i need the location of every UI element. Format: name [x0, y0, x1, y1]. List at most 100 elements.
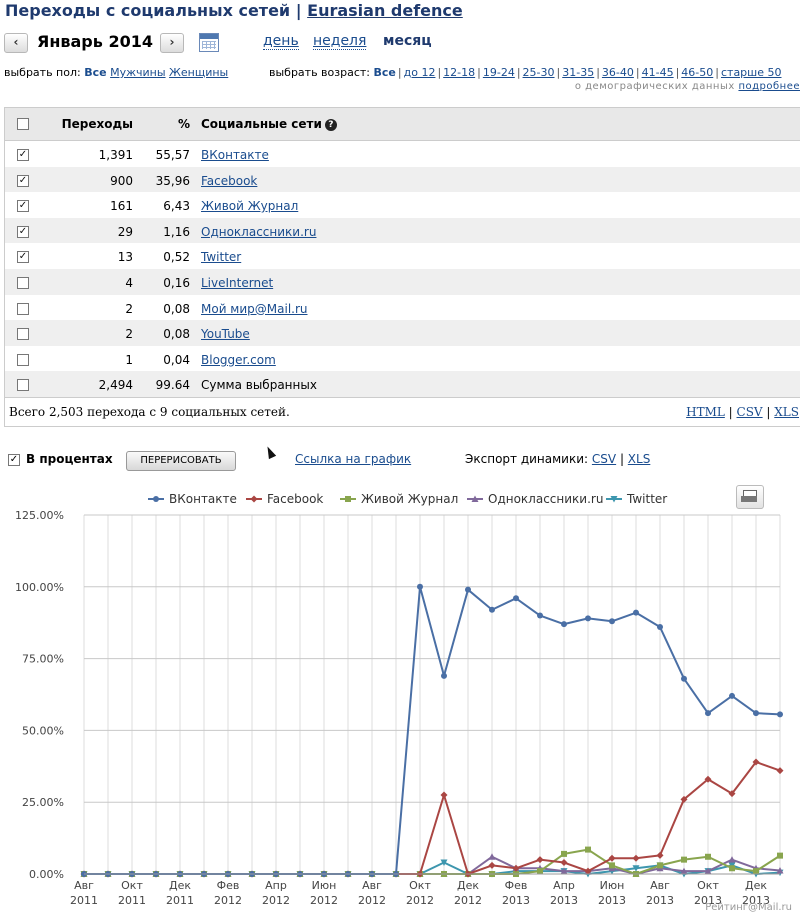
data-point: [537, 612, 543, 619]
graph-link[interactable]: Ссылка на график: [295, 452, 412, 466]
row-checkbox[interactable]: ✓: [17, 174, 29, 187]
y-tick-label: 75.00%: [22, 653, 64, 666]
row-checkbox[interactable]: ✓: [17, 251, 29, 264]
age-option[interactable]: 36-40: [601, 66, 634, 79]
data-point: [680, 867, 688, 875]
data-point: [753, 868, 759, 875]
tab-day[interactable]: день: [263, 33, 299, 50]
x-tick-label: Авг: [650, 879, 670, 892]
row-checkbox[interactable]: [17, 302, 29, 315]
prev-period-button[interactable]: ‹: [4, 33, 28, 53]
age-option[interactable]: старше 50: [720, 66, 782, 79]
network-link[interactable]: Живой Журнал: [201, 199, 299, 214]
row-percent: 0,04: [163, 352, 190, 367]
age-option[interactable]: 46-50: [681, 66, 714, 79]
x-tick-year: 2012: [214, 894, 242, 907]
age-option[interactable]: 31-35: [562, 66, 595, 79]
row-checkbox[interactable]: [17, 379, 29, 392]
row-network: Живой Журнал: [201, 199, 298, 213]
x-tick-year: 2012: [358, 894, 386, 907]
data-point: [681, 675, 687, 682]
legend-marker: [471, 495, 479, 502]
gender-option-all[interactable]: Все: [84, 66, 107, 79]
legend-marker: [610, 496, 618, 503]
help-icon[interactable]: ?: [324, 119, 337, 131]
table-row: 4 0,16 LiveInternet: [5, 268, 800, 295]
row-checkbox[interactable]: ✓: [17, 225, 29, 238]
printer-icon[interactable]: [736, 485, 764, 509]
network-link[interactable]: Blogger.com: [201, 352, 276, 367]
data-point: [752, 758, 760, 766]
row-network: Одноклассники.ru: [201, 225, 316, 239]
demographics-note-text: о демографических данных: [574, 81, 735, 92]
network-link[interactable]: Одноклассники.ru: [201, 224, 317, 239]
age-option[interactable]: 12-18: [443, 66, 476, 79]
age-option[interactable]: до 12: [403, 66, 436, 79]
mouse-cursor-icon: [263, 444, 277, 460]
row-network: ВКонтакте: [201, 148, 269, 162]
next-period-button[interactable]: ›: [160, 33, 184, 53]
age-option[interactable]: 19-24: [482, 66, 515, 79]
x-tick-label: Дек: [457, 879, 479, 892]
row-percent: 6,43: [163, 199, 190, 214]
summary-label: Сумма выбранных: [201, 378, 317, 393]
x-tick-label: Авг: [362, 879, 382, 892]
data-point: [729, 865, 735, 872]
demographics-more-link[interactable]: подробнее: [738, 81, 800, 92]
select-all-checkbox[interactable]: [17, 118, 29, 130]
data-point: [705, 710, 711, 717]
export-html-link[interactable]: HTML: [686, 404, 725, 419]
site-link[interactable]: Eurasian defence: [307, 1, 463, 20]
row-checkbox[interactable]: ✓: [17, 149, 29, 161]
row-percent: 99.64: [155, 378, 190, 393]
age-option[interactable]: 25-30: [522, 66, 555, 79]
x-tick-year: 2013: [550, 894, 578, 907]
network-link[interactable]: Twitter: [201, 250, 242, 265]
title-separator: |: [295, 1, 302, 20]
row-checkbox[interactable]: ✓: [17, 200, 29, 213]
row-network: Сумма выбранных: [201, 378, 317, 392]
network-link[interactable]: YouTube: [201, 327, 250, 342]
header-networks: Социальные сети?: [201, 117, 337, 131]
tab-week[interactable]: неделя: [313, 33, 367, 50]
x-tick-label: Июн: [312, 879, 337, 892]
export-dyn-csv-link[interactable]: CSV: [591, 452, 617, 466]
age-filter-label: выбрать возраст:: [269, 66, 371, 79]
export-dyn-xls-link[interactable]: XLS: [627, 452, 651, 466]
network-link[interactable]: LiveInternet: [201, 275, 274, 290]
data-point: [513, 595, 519, 602]
y-tick-label: 50.00%: [22, 724, 64, 737]
row-checkbox[interactable]: [17, 328, 29, 341]
table-row: ✓ 1,391 55,57 ВКонтакте: [5, 141, 800, 167]
x-tick-year: 2013: [502, 894, 530, 907]
row-percent: 0,08: [163, 327, 190, 342]
gender-option-female[interactable]: Женщины: [169, 66, 229, 79]
row-network: Facebook: [201, 174, 257, 188]
redraw-button[interactable]: ПЕРЕРИСОВАТЬ: [126, 451, 236, 471]
age-option[interactable]: 41-45: [641, 66, 674, 79]
x-tick-label: Фев: [217, 879, 240, 892]
tab-month[interactable]: месяц: [383, 33, 432, 49]
percent-label: В процентах: [26, 452, 113, 466]
data-point: [729, 692, 735, 699]
row-checkbox[interactable]: [17, 276, 29, 289]
network-link[interactable]: Facebook: [201, 173, 258, 188]
x-tick-year: 2013: [646, 894, 674, 907]
gender-filter-label: выбрать пол:: [4, 66, 81, 79]
age-filter: выбрать возраст: Все | до 12 | 12-18 | 19-24 | 2…: [269, 66, 782, 79]
row-checkbox[interactable]: [17, 353, 29, 366]
percent-checkbox[interactable]: ✓: [8, 454, 20, 466]
export-xls-link[interactable]: XLS: [774, 404, 799, 419]
network-link[interactable]: ВКонтакте: [201, 148, 269, 162]
export-csv-link[interactable]: CSV: [736, 404, 763, 419]
data-point: [488, 861, 496, 869]
row-network: YouTube: [201, 327, 250, 341]
network-link[interactable]: Мой мир@Mail.ru: [201, 301, 308, 316]
calendar-icon[interactable]: [199, 33, 219, 52]
x-tick-year: 2011: [166, 894, 194, 907]
data-point: [608, 854, 616, 862]
export-dynamics: Экспорт динамики: CSV | XLS: [465, 452, 651, 466]
age-option[interactable]: Все: [373, 66, 396, 79]
gender-option-male[interactable]: Мужчины: [110, 66, 166, 79]
total-text: Всего 2,503 перехода с 9 социальных сете…: [9, 404, 290, 419]
